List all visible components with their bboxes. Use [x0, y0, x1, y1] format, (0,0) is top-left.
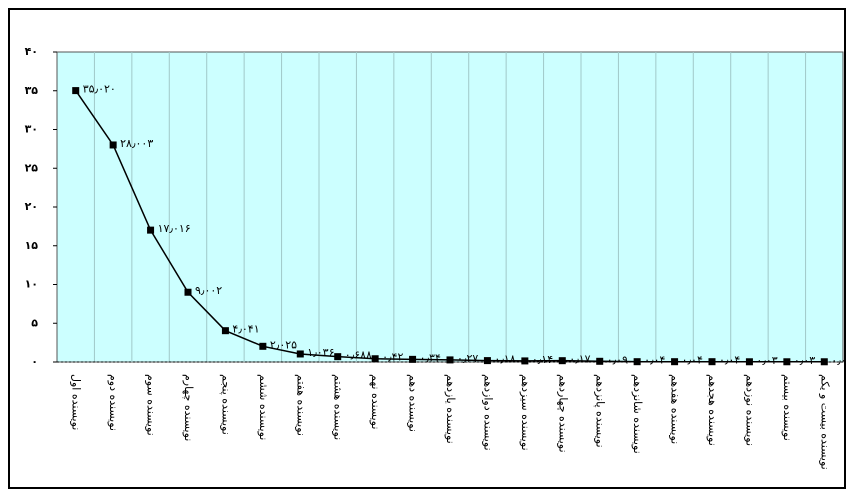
data-point: [558, 357, 566, 365]
x-tick-label: نویسنده هفتم: [294, 374, 307, 436]
y-tick-label: ۳۰: [25, 123, 38, 136]
data-point: [446, 356, 454, 364]
x-tick-label: نویسنده چهاردهم: [556, 374, 569, 453]
x-tick-label: نویسنده نوزدهم: [743, 374, 756, 446]
y-tick-label: ۳۵: [25, 84, 39, 97]
data-point: [483, 357, 491, 365]
x-tick-label: نویسنده نهم: [369, 374, 382, 429]
x-tick-label: نویسنده اول: [70, 374, 83, 430]
data-label: ۴٫۰۴۱: [232, 323, 259, 336]
y-tick-label: ۱۰: [25, 278, 38, 291]
data-label: ۰٫۴۲: [382, 351, 403, 364]
y-tick-label: ۰: [31, 355, 38, 368]
data-label: ۰٫۱۸: [494, 353, 515, 366]
data-point: [334, 353, 342, 361]
x-tick-label: نویسنده سوم: [145, 374, 158, 436]
data-label: ۲۸٫۰۰۳: [120, 137, 153, 150]
y-tick-label: ۲۵: [25, 161, 39, 174]
data-label: ۳۵٫۰۲۰: [83, 83, 116, 96]
data-point: [671, 358, 679, 366]
data-label: ۰٫۰۳: [794, 354, 815, 367]
data-label: ۰٫۰۴: [644, 354, 665, 367]
data-point: [296, 350, 304, 358]
x-tick-label: نویسنده بیستم: [781, 374, 794, 441]
data-point: [109, 141, 117, 149]
data-label: ۰٫۰۴: [682, 354, 703, 367]
data-label: ۹٫۰۰۲: [195, 284, 222, 297]
x-tick-label: نویسنده سیزدهم: [519, 374, 532, 451]
data-label: ۰٫۶۸۸: [345, 349, 372, 362]
plot-area: [56, 51, 844, 363]
x-tick-label: نویسنده دوازدهم: [481, 374, 494, 451]
x-tick-label: نویسنده دهم: [407, 374, 420, 432]
x-tick-label: نویسنده چهارم: [182, 374, 195, 441]
data-label: ۰٫۱۷: [569, 353, 590, 366]
data-label: ۰٫۰۳: [831, 354, 846, 367]
data-label: ۱٫۰۳۶: [307, 346, 334, 359]
x-tick-label: نویسنده پانزدهم: [594, 374, 607, 448]
x-tick-label: نویسنده هفدهم: [669, 374, 682, 444]
data-label: ۰٫۰۹: [607, 353, 628, 366]
data-point: [596, 357, 604, 365]
data-label: ۱۷٫۰۱۶: [158, 222, 191, 235]
data-point: [745, 358, 753, 366]
data-point: [221, 327, 229, 335]
data-label: ۲٫۰۲۵: [270, 338, 297, 351]
data-point: [521, 357, 529, 365]
y-tick-label: ۲۰: [25, 200, 38, 213]
x-tick-label: نویسنده یازدهم: [444, 374, 457, 444]
x-tick-label: نویسنده هجدهم: [706, 374, 719, 446]
data-point: [371, 355, 379, 363]
x-tick-label: نویسنده ششم: [257, 374, 270, 440]
y-tick-label: ۴۰: [25, 45, 38, 58]
data-point: [409, 355, 417, 363]
data-label: ۰٫۰۳: [756, 354, 777, 367]
data-point: [820, 358, 828, 366]
x-tick-label: نویسنده بیست و یکم: [818, 374, 831, 470]
x-tick-label: نویسنده پنجم: [219, 374, 232, 435]
x-tick-label: نویسنده هشتم: [332, 374, 345, 440]
data-point: [259, 342, 267, 350]
data-point: [783, 358, 791, 366]
y-tick-label: ۱۵: [25, 239, 39, 252]
data-label: ۰٫۱۴: [532, 353, 553, 366]
data-point: [633, 358, 641, 366]
data-label: ۰٫۳۴: [420, 351, 441, 364]
x-tick-label: نویسنده شانزدهم: [631, 374, 644, 454]
data-point: [72, 87, 80, 95]
data-point: [708, 358, 716, 366]
data-label: ۰٫۲۷: [457, 352, 478, 365]
data-label: ۰٫۰۴: [719, 354, 740, 367]
data-point: [184, 288, 192, 296]
x-tick-label: نویسنده دوم: [107, 374, 120, 431]
y-tick-label: ۵: [31, 316, 38, 329]
data-point: [147, 226, 155, 234]
